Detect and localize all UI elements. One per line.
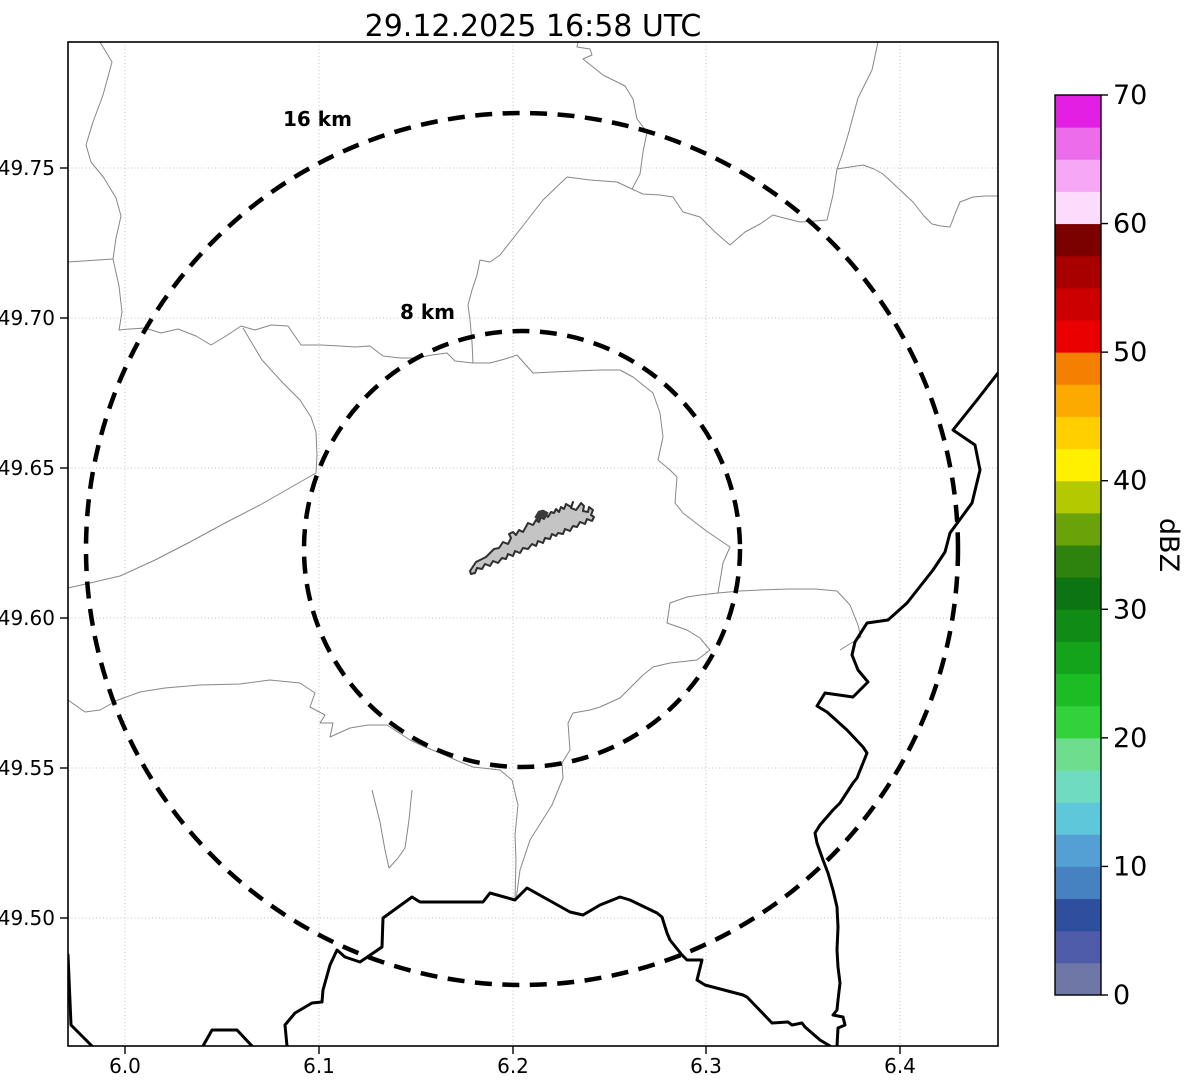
colorbar-segment: [1055, 191, 1101, 225]
x-tick-label: 6.3: [690, 1054, 722, 1078]
colorbar-segment: [1055, 705, 1101, 739]
range-ring-16km: [83, 110, 961, 988]
colorbar-segment: [1055, 127, 1101, 160]
colorbar-tick-label: 10: [1113, 851, 1147, 882]
x-tick-label: 6.1: [303, 1054, 335, 1078]
colorbar-segment: [1055, 95, 1101, 128]
y-tick-label: 49.55: [0, 756, 55, 780]
axis-ticks-and-labels: 6.0 6.1 6.2 6.3 6.4 49.75 49.70 49.65 49.60 49.55…: [0, 156, 916, 1078]
country-border-line: [201, 1028, 254, 1046]
colorbar-segment: [1055, 898, 1101, 932]
colorbar-segment: [1055, 577, 1101, 610]
colorbar-tick-label: 40: [1113, 466, 1147, 497]
x-tick-label: 6.2: [497, 1054, 529, 1078]
range-ring-label-8km: 8 km: [400, 300, 455, 324]
admin-boundaries: [68, 42, 998, 901]
colorbar-tick-label: 60: [1113, 209, 1147, 240]
colorbar-segment: [1055, 930, 1101, 964]
colorbar-unit-label: dBZ: [1153, 518, 1184, 572]
country-border-line: [68, 953, 94, 1046]
y-tick-label: 49.75: [0, 156, 55, 180]
range-rings: [83, 110, 961, 988]
colorbar-segment: [1055, 384, 1101, 417]
colorbar-segment: [1055, 641, 1101, 675]
colorbar-segment: [1055, 545, 1101, 578]
x-tick-label: 6.0: [109, 1054, 141, 1078]
admin-boundary-line: [68, 679, 519, 901]
admin-boundary-line: [836, 42, 879, 170]
colorbar-segment: [1055, 480, 1101, 514]
y-tick-label: 49.60: [0, 606, 55, 630]
colorbar-segment: [1055, 737, 1101, 771]
colorbar-segment: [1055, 223, 1101, 257]
admin-boundary-line: [68, 327, 318, 589]
colorbar-segment: [1055, 866, 1101, 900]
airport-outline-polygon: [469, 501, 595, 575]
colorbar-segment: [1055, 962, 1101, 996]
colorbar-tick-label: 30: [1113, 594, 1147, 625]
y-tick-label: 49.65: [0, 456, 55, 480]
admin-boundary-line: [371, 789, 413, 869]
range-ring-8km: [301, 328, 743, 770]
admin-boundary-line: [717, 588, 862, 651]
plot-frame: [67, 41, 999, 1047]
colorbar-frame: [1054, 94, 1102, 996]
admin-boundary-line: [112, 258, 731, 901]
colorbar-segment: [1055, 834, 1101, 867]
range-ring-label-16km: 16 km: [283, 107, 352, 131]
country-border-line: [283, 886, 832, 1046]
colorbar-segment: [1055, 673, 1101, 707]
admin-boundary-line: [85, 42, 122, 260]
colorbar-segment: [1055, 802, 1101, 835]
admin-boundary-line: [68, 258, 114, 263]
colorbar-segment: [1055, 320, 1101, 353]
country-border-line: [813, 371, 998, 1046]
colorbar-segment: [1055, 352, 1101, 385]
colorbar-tick-label: 70: [1113, 80, 1147, 111]
admin-boundary-line: [566, 164, 998, 246]
colorbar-segment: [1055, 159, 1101, 192]
radar-site-marker: [534, 509, 549, 521]
colorbar-tick-label: 50: [1113, 337, 1147, 368]
colorbar-segment: [1055, 448, 1101, 482]
colorbar-segment: [1055, 512, 1101, 546]
y-tick-label: 49.50: [0, 906, 55, 930]
admin-boundary-line: [467, 176, 568, 364]
admin-boundary-line: [576, 42, 648, 190]
colorbar-tick-label: 20: [1113, 723, 1147, 754]
grid-layer: [68, 42, 998, 1046]
map-layer: [68, 42, 998, 1046]
colorbar: 0 10 20 30 40 50 60 70: [1054, 80, 1147, 1011]
figure-title: 29.12.2025 16:58 UTC: [365, 9, 702, 44]
colorbar-segment: [1055, 416, 1101, 450]
x-tick-label: 6.4: [884, 1054, 916, 1078]
country-borders: [68, 371, 998, 1046]
colorbar-tick-label: 0: [1113, 980, 1130, 1011]
colorbar-segment: [1055, 770, 1101, 803]
colorbar-segment: [1055, 287, 1101, 321]
colorbar-segment: [1055, 609, 1101, 642]
colorbar-segment: [1055, 255, 1101, 289]
y-tick-label: 49.70: [0, 306, 55, 330]
